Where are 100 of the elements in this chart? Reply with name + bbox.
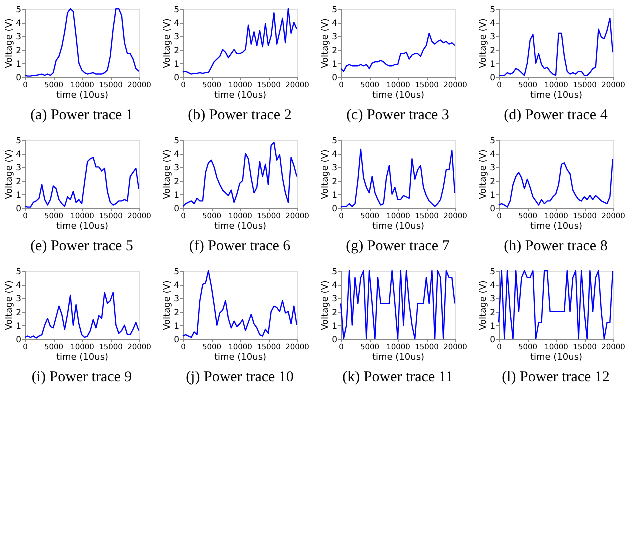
y-tick-label: 3 <box>490 164 496 174</box>
line-series <box>340 32 456 72</box>
y-tick-label: 1 <box>174 190 180 201</box>
x-axis-title: time (10us) <box>214 91 267 101</box>
y-axis-title: Voltage (V) <box>163 150 174 200</box>
y-tick-label: 4 <box>490 281 496 292</box>
y-tick-label: 4 <box>16 150 22 160</box>
y-tick-label: 1 <box>174 60 180 70</box>
y-tick-label: 1 <box>490 190 496 201</box>
y-tick-label: 5 <box>174 6 180 16</box>
text: (i) Power trace 9 <box>32 370 132 386</box>
y-tick-label: 2 <box>16 177 22 188</box>
y-tick-label: 3 <box>174 32 180 43</box>
x-axis-title: time (10us) <box>372 353 425 363</box>
y-tick-label: 5 <box>174 268 180 278</box>
y-tick-label: 5 <box>490 6 496 16</box>
y-tick-label: 2 <box>16 308 22 318</box>
x-axis-title: time (10us) <box>214 222 267 232</box>
y-axis-title: Voltage (V) <box>163 280 174 330</box>
x-axis-title: time (10us) <box>530 222 583 232</box>
y-tick-label: 3 <box>332 294 338 305</box>
y-tick-label: 1 <box>332 190 338 201</box>
x-axis-title: time (10us) <box>530 353 583 363</box>
y-tick-label: 5 <box>490 136 496 146</box>
y-tick-label: 3 <box>16 32 22 43</box>
y-tick-label: 2 <box>332 46 338 56</box>
y-tick-label: 1 <box>174 322 180 332</box>
y-axis-title: Voltage (V) <box>5 18 16 68</box>
line-series <box>24 8 140 77</box>
text: (f) Power trace 6 <box>189 238 292 254</box>
x-axis-title: time (10us) <box>530 91 583 101</box>
y-tick-label: 2 <box>332 177 338 188</box>
y-tick-label: 1 <box>16 322 22 332</box>
y-tick-label: 5 <box>174 136 180 146</box>
text: (a) Power trace 1 <box>30 108 134 124</box>
y-tick-label: 4 <box>490 19 496 30</box>
text: (j) Power trace 10 <box>186 370 294 386</box>
y-tick-label: 3 <box>490 32 496 43</box>
y-tick-label: 2 <box>490 46 496 56</box>
x-axis-title: time (10us) <box>372 91 425 101</box>
y-tick-label: 2 <box>490 177 496 188</box>
y-tick-label: 3 <box>174 164 180 174</box>
y-tick-label: 1 <box>16 190 22 201</box>
y-tick-label: 4 <box>16 281 22 292</box>
y-tick-label: 4 <box>174 19 180 30</box>
y-tick-label: 3 <box>490 294 496 305</box>
text: (e) Power trace 5 <box>30 238 134 254</box>
text: (b) Power trace 2 <box>188 108 292 124</box>
y-tick-label: 5 <box>332 268 338 278</box>
y-tick-label: 1 <box>332 322 338 332</box>
x-axis-title: time (10us) <box>56 353 109 363</box>
y-tick-label: 1 <box>332 60 338 70</box>
y-tick-label: 4 <box>490 150 496 160</box>
y-axis-title: Voltage (V) <box>321 18 332 68</box>
text: (k) Power trace 11 <box>342 370 454 386</box>
y-tick-label: 4 <box>16 19 22 30</box>
y-tick-label: 3 <box>332 164 338 174</box>
y-axis-title: Voltage (V) <box>479 280 490 330</box>
y-axis-title: Voltage (V) <box>5 280 16 330</box>
y-tick-label: 2 <box>174 177 180 188</box>
text: (g) Power trace 7 <box>346 238 450 254</box>
y-tick-label: 1 <box>490 60 496 70</box>
y-tick-label: 5 <box>332 6 338 16</box>
line-series <box>498 270 614 340</box>
y-tick-label: 1 <box>490 322 496 332</box>
y-tick-label: 3 <box>16 294 22 305</box>
y-axis-title: Voltage (V) <box>321 280 332 330</box>
y-axis-title: Voltage (V) <box>321 150 332 200</box>
y-tick-label: 2 <box>490 308 496 318</box>
y-tick-label: 2 <box>332 308 338 318</box>
y-tick-label: 5 <box>16 136 22 146</box>
y-tick-label: 1 <box>16 60 22 70</box>
y-tick-label: 3 <box>332 32 338 43</box>
y-tick-label: 3 <box>174 294 180 305</box>
y-tick-label: 4 <box>174 150 180 160</box>
x-axis-title: time (10us) <box>56 222 109 232</box>
y-tick-label: 3 <box>16 164 22 174</box>
y-tick-label: 4 <box>174 281 180 292</box>
text: (c) Power trace 3 <box>346 108 450 124</box>
text: (h) Power trace 8 <box>504 238 608 254</box>
y-tick-label: 2 <box>16 46 22 56</box>
y-axis-title: Voltage (V) <box>479 18 490 68</box>
y-axis-title: Voltage (V) <box>479 150 490 200</box>
y-tick-label: 4 <box>332 281 338 292</box>
y-tick-label: 5 <box>490 268 496 278</box>
text: (d) Power trace 4 <box>504 108 608 124</box>
y-tick-label: 2 <box>174 46 180 56</box>
y-tick-label: 5 <box>16 6 22 16</box>
y-axis-title: Voltage (V) <box>5 150 16 200</box>
x-axis-title: time (10us) <box>56 91 109 101</box>
y-tick-label: 5 <box>16 268 22 278</box>
y-tick-label: 4 <box>332 150 338 160</box>
y-axis-title: Voltage (V) <box>163 18 174 68</box>
x-axis-title: time (10us) <box>372 222 425 232</box>
text: (l) Power trace 12 <box>502 370 610 386</box>
x-axis-title: time (10us) <box>214 353 267 363</box>
line-series <box>182 8 298 75</box>
y-tick-label: 4 <box>332 19 338 30</box>
line-series <box>340 270 456 340</box>
y-tick-label: 2 <box>174 308 180 318</box>
